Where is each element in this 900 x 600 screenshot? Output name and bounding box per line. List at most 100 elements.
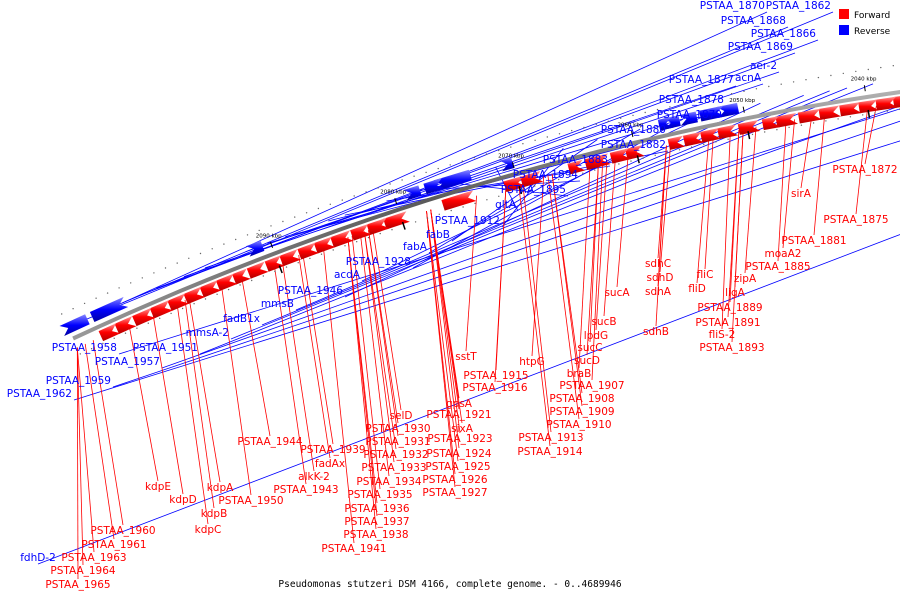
tick-dot xyxy=(764,131,766,133)
gene-label-flis-2: fliS-2 xyxy=(709,329,736,341)
gene-label-sucb: sucB xyxy=(591,316,616,328)
tick-dot xyxy=(79,353,82,355)
gene-label-pstaa-1960: PSTAA_1960 xyxy=(90,525,155,537)
gene-label-sstt: sstT xyxy=(455,351,477,363)
tick-dot xyxy=(239,284,241,286)
tick-dot xyxy=(718,95,720,98)
genome-caption: Pseudomonas stutzeri DSM 4166, complete … xyxy=(278,579,621,590)
gene-label-fabb: fabB xyxy=(426,229,450,241)
tick-dot xyxy=(414,221,417,223)
legend-reverse-swatch xyxy=(839,25,849,35)
leader-line xyxy=(494,186,507,383)
leader-line xyxy=(261,90,830,326)
tick-dot xyxy=(706,98,708,100)
forward-gene xyxy=(682,131,705,147)
gene-label-pstaa-1928: PSTAA_1928 xyxy=(346,256,411,268)
gene-label-pstaa-1916: PSTAA_1916 xyxy=(462,382,528,394)
tick-dot xyxy=(817,76,820,79)
tick-dot xyxy=(389,183,391,185)
tick-dot xyxy=(474,202,476,205)
forward-gene xyxy=(132,307,156,327)
gene-label-pstaa-1895: PSTAA_1895 xyxy=(501,184,566,196)
tick-dot xyxy=(153,272,155,274)
tick-dot xyxy=(437,167,439,170)
forward-gene xyxy=(246,261,269,279)
leader-line xyxy=(721,131,731,330)
tick-dot xyxy=(113,337,115,339)
tick-dot xyxy=(892,65,894,67)
tick-dot xyxy=(703,143,705,146)
leader-line xyxy=(302,253,334,445)
tick-dot xyxy=(450,209,452,212)
leader-line xyxy=(501,148,564,228)
tick-dot xyxy=(181,307,184,310)
forward-gene xyxy=(215,273,238,291)
reverse-gene xyxy=(699,105,726,122)
gene-label-pstaa-1933: PSTAA_1933 xyxy=(361,462,426,474)
reverse-gene xyxy=(423,177,446,195)
gene-label-fdhd-2: fdhD-2 xyxy=(20,552,56,564)
forward-gene xyxy=(892,96,900,109)
tick-dot xyxy=(102,342,104,345)
forward-gene xyxy=(818,105,841,120)
tick-dot xyxy=(61,313,63,315)
kbp-tick-label: 2060 kbp xyxy=(617,122,643,128)
gene-label-pstaa-1939: PSTAA_1939 xyxy=(300,444,365,456)
gene-label-pstaa-1883: PSTAA_1883 xyxy=(543,154,608,166)
tick-dot xyxy=(830,74,832,77)
kbp-tick-mark xyxy=(269,242,274,248)
leader-line xyxy=(855,106,869,215)
gene-label-fadax: fadAx xyxy=(315,458,345,470)
gene-label-mmsa-2: mmsA-2 xyxy=(186,327,229,339)
gene-label-suca: sucA xyxy=(604,287,630,299)
leader-line xyxy=(603,157,616,317)
gene-label-pstaa-1907: PSTAA_1907 xyxy=(559,380,624,392)
gene-label-pstaa-1914: PSTAA_1914 xyxy=(517,446,583,458)
tick-dot xyxy=(305,212,308,214)
leader-line xyxy=(518,183,551,447)
forward-gene xyxy=(584,153,611,170)
tick-dot xyxy=(727,138,729,140)
gene-label-pstaa-1915: PSTAA_1915 xyxy=(463,370,528,382)
kbp-tick-label: 2090 kbp xyxy=(256,234,282,240)
gene-label-brab: braB xyxy=(567,368,592,380)
gene-label-mmsb: mmsB xyxy=(261,298,294,310)
tick-dot xyxy=(582,172,584,174)
tick-dot xyxy=(678,149,681,151)
tick-dot xyxy=(356,241,358,243)
tick-dot xyxy=(849,116,852,118)
tick-dot xyxy=(188,257,190,259)
gene-label-pstaa-1957: PSTAA_1957 xyxy=(95,356,160,368)
gene-label-fadb1x: fadB1x xyxy=(223,313,260,325)
tick-dot xyxy=(583,126,585,129)
leader-line xyxy=(426,210,456,488)
leader-line xyxy=(704,135,714,270)
leader-line xyxy=(298,255,331,459)
leader-line xyxy=(782,119,795,249)
leader-line xyxy=(578,164,591,369)
leader-line xyxy=(188,298,221,483)
tick-dot xyxy=(510,146,512,148)
tick-dot xyxy=(141,277,143,279)
reverse-gene xyxy=(89,296,129,323)
reverse-gene xyxy=(433,169,472,192)
leader-line xyxy=(731,129,744,343)
gene-label-pstaa-1870: PSTAA_1870 xyxy=(700,0,765,12)
tick-dot xyxy=(353,195,355,197)
tick-dot xyxy=(449,164,451,166)
tick-dot xyxy=(462,206,464,208)
leader-line xyxy=(522,182,552,433)
legend: Forward Reverse xyxy=(839,9,891,37)
gene-label-kdpa: kdpA xyxy=(207,482,234,494)
leader-line xyxy=(84,343,115,540)
gene-label-pstaa-1877: PSTAA_1877 xyxy=(669,74,734,86)
tick-dot xyxy=(377,187,379,189)
tick-dot xyxy=(413,175,415,177)
gene-label-pstaa-1936: PSTAA_1936 xyxy=(344,503,410,515)
gene-label-sdhb: sdhB xyxy=(643,326,669,338)
reverse-gene xyxy=(59,314,90,337)
forward-gene xyxy=(717,124,739,140)
tick-dot xyxy=(644,111,646,114)
tick-dot xyxy=(862,114,864,116)
kbp-tick-mark xyxy=(742,106,745,113)
